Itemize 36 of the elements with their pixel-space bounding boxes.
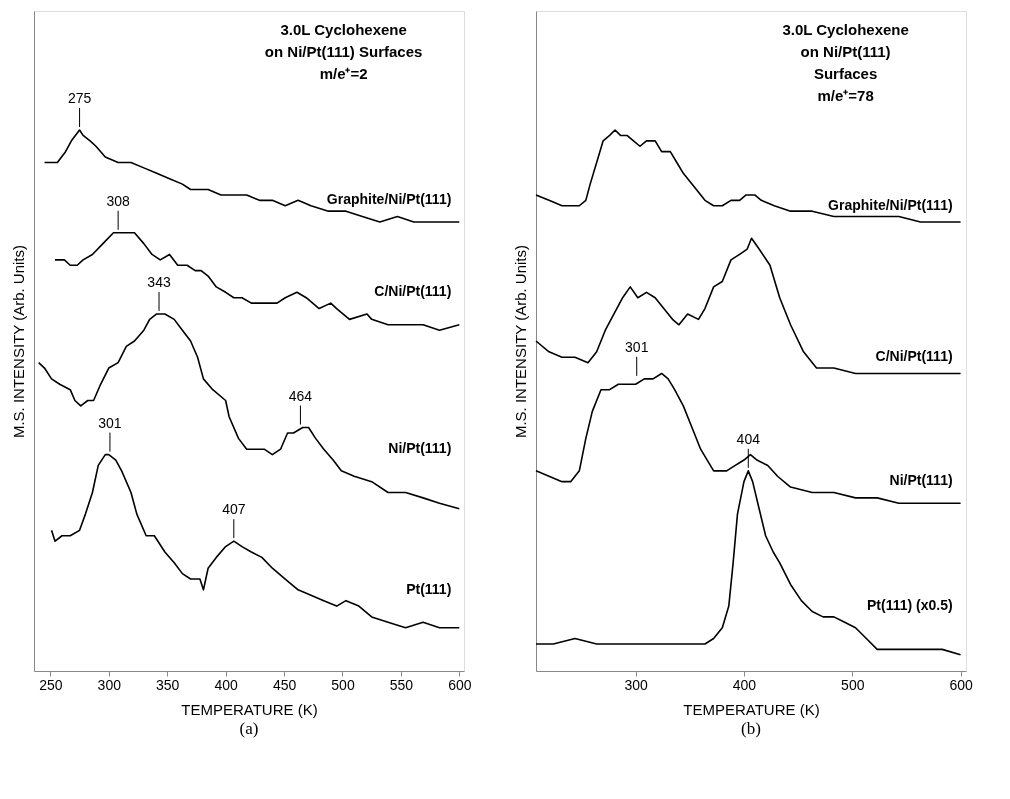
text: (a) bbox=[239, 719, 259, 738]
x-tick-label: 600 bbox=[949, 676, 973, 693]
x-tick-label: 500 bbox=[841, 676, 865, 693]
annotation: 404 bbox=[736, 430, 761, 447]
text: Pt(111) bbox=[406, 580, 452, 597]
x-tick-label: 250 bbox=[39, 676, 63, 693]
series-label: C/Ni/Pt(111) bbox=[374, 283, 452, 300]
x-tick-label: 300 bbox=[97, 676, 122, 693]
series-label: Pt(111) (x0.5) bbox=[866, 596, 953, 613]
annotation: 407 bbox=[222, 501, 246, 518]
annotation: 308 bbox=[106, 192, 131, 209]
annotation: 343 bbox=[147, 273, 171, 290]
series-label: C/Ni/Pt(111) bbox=[875, 348, 953, 365]
series-label: Graphite/Ni/Pt(111) bbox=[326, 191, 452, 208]
x-tick-label: 600 bbox=[448, 676, 472, 693]
x-tick-label: 450 bbox=[272, 676, 297, 693]
x-tick-label: 500 bbox=[331, 676, 355, 693]
annotation: 301 bbox=[98, 414, 122, 431]
text: (b) bbox=[741, 719, 761, 738]
series-label: Ni/Pt(111) bbox=[889, 472, 953, 489]
text: Ni/Pt(111) bbox=[388, 440, 452, 457]
x-axis-title: TEMPERATURE (K) bbox=[683, 700, 820, 718]
chart-title: 3.0L Cyclohexene on Ni/Pt(111) Surfaces m/e⁺=78 bbox=[782, 21, 909, 104]
y-axis-title: M.S. INTENSITY (Arb. Units) bbox=[9, 244, 27, 439]
x-tick-label: 400 bbox=[214, 676, 239, 693]
annotation: 464 bbox=[288, 387, 313, 404]
x-tick-label: 300 bbox=[624, 676, 649, 693]
x-tick-label: 400 bbox=[732, 676, 757, 693]
chart-title: 3.0L Cyclohexene on Ni/Pt(111) Surfaces m/e⁺=2 bbox=[264, 21, 423, 82]
x-tick-label: 350 bbox=[156, 676, 180, 693]
annotation: 301 bbox=[625, 338, 649, 355]
x-axis-title: TEMPERATURE (K) bbox=[181, 700, 318, 718]
series-label: Graphite/Ni/Pt(111) bbox=[828, 196, 953, 213]
y-axis-title: M.S. INTENSITY (Arb. Units) bbox=[511, 244, 529, 439]
annotation: 275 bbox=[67, 90, 92, 107]
x-tick-label: 550 bbox=[389, 676, 414, 693]
